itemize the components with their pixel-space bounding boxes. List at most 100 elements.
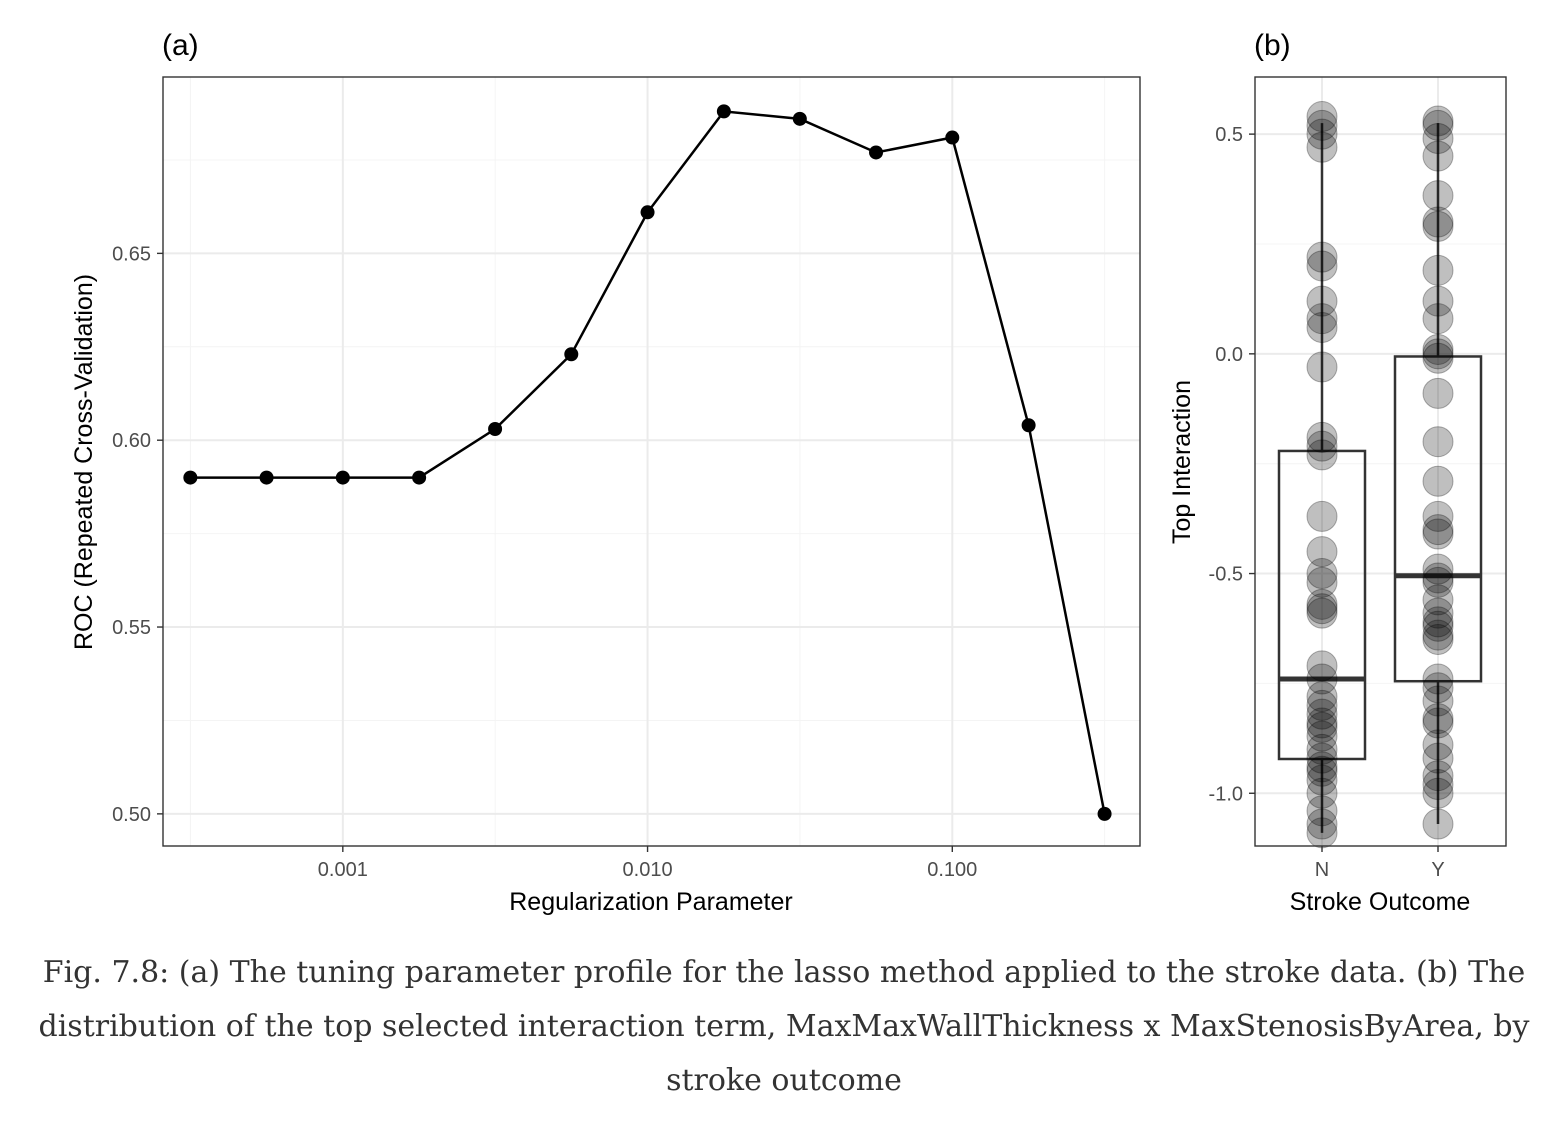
data-point bbox=[1306, 311, 1338, 343]
data-point bbox=[1306, 421, 1338, 453]
data-point bbox=[1306, 733, 1338, 765]
data-point bbox=[1306, 707, 1338, 739]
data-point bbox=[1306, 777, 1338, 809]
data-point bbox=[1306, 742, 1338, 774]
roc-point bbox=[183, 470, 198, 485]
data-point bbox=[1422, 140, 1454, 172]
roc-point bbox=[945, 130, 960, 145]
data-point bbox=[1422, 760, 1454, 792]
data-point bbox=[1422, 303, 1454, 335]
roc-point bbox=[335, 470, 350, 485]
x-tick-label: 0.001 bbox=[318, 859, 368, 881]
data-point bbox=[1422, 685, 1454, 717]
panel-a-x-ticks: 0.001 0.010 0.100 bbox=[318, 846, 977, 881]
data-point bbox=[1306, 711, 1338, 743]
data-point bbox=[1422, 768, 1454, 800]
y-tick-label: 0.50 bbox=[112, 804, 151, 826]
roc-point bbox=[488, 421, 503, 436]
roc-point bbox=[869, 145, 884, 160]
roc-point bbox=[716, 104, 731, 119]
data-point bbox=[1422, 105, 1454, 137]
roc-point bbox=[1021, 418, 1036, 433]
y-tick-label: 0.5 bbox=[1215, 124, 1243, 146]
x-tick-label: Y bbox=[1431, 859, 1444, 881]
y-tick-label: 0.65 bbox=[112, 243, 151, 265]
data-point bbox=[1306, 303, 1338, 335]
data-point bbox=[1422, 742, 1454, 774]
panel-b-points bbox=[1306, 101, 1454, 849]
data-point bbox=[1422, 377, 1454, 409]
roc-point bbox=[412, 470, 427, 485]
data-point bbox=[1422, 285, 1454, 317]
data-point bbox=[1422, 333, 1454, 365]
panel-b-background bbox=[1255, 77, 1506, 846]
y-tick-label: 0.55 bbox=[112, 617, 151, 639]
data-point bbox=[1422, 180, 1454, 212]
data-point bbox=[1306, 566, 1338, 598]
data-point bbox=[1422, 514, 1454, 546]
roc-point bbox=[259, 470, 274, 485]
panel-a-series bbox=[183, 104, 1112, 821]
data-point bbox=[1306, 118, 1338, 150]
data-point bbox=[1422, 777, 1454, 809]
data-point bbox=[1306, 720, 1338, 752]
data-point bbox=[1422, 562, 1454, 594]
y-tick-label: -1.0 bbox=[1209, 783, 1243, 805]
panel-b-y-axis-title: Top Interaction bbox=[1168, 380, 1196, 544]
x-tick-label: 0.010 bbox=[623, 859, 673, 881]
figure-canvas: (a) 0.001 0.010 0.100 0.50 0.55 0.60 0.65 Reg… bbox=[70, 29, 1507, 916]
data-point bbox=[1422, 597, 1454, 629]
data-point bbox=[1422, 606, 1454, 638]
panel-a-background bbox=[163, 77, 1140, 846]
data-point bbox=[1422, 123, 1454, 155]
data-point bbox=[1306, 663, 1338, 695]
data-point bbox=[1422, 663, 1454, 695]
data-point bbox=[1306, 755, 1338, 787]
data-point bbox=[1422, 426, 1454, 458]
data-point bbox=[1422, 206, 1454, 238]
roc-point bbox=[792, 111, 807, 126]
data-point bbox=[1306, 751, 1338, 783]
data-point bbox=[1422, 254, 1454, 286]
data-point bbox=[1422, 210, 1454, 242]
y-tick-label: 0.0 bbox=[1215, 344, 1243, 366]
data-point bbox=[1306, 764, 1338, 796]
data-point bbox=[1306, 109, 1338, 141]
data-point bbox=[1306, 808, 1338, 840]
data-point bbox=[1306, 597, 1338, 629]
y-tick-label: 0.60 bbox=[112, 430, 151, 452]
data-point bbox=[1306, 558, 1338, 590]
panel-a-y-ticks: 0.50 0.55 0.60 0.65 bbox=[112, 243, 163, 826]
data-point bbox=[1422, 672, 1454, 704]
data-point bbox=[1306, 250, 1338, 282]
panel-a: (a) 0.001 0.010 0.100 0.50 0.55 0.60 0.65 Reg… bbox=[70, 29, 1141, 916]
data-point bbox=[1306, 795, 1338, 827]
data-point bbox=[1306, 593, 1338, 625]
panel-b-border bbox=[1254, 76, 1507, 847]
x-tick-label: 0.100 bbox=[927, 859, 977, 881]
x-tick-label: N bbox=[1315, 859, 1329, 881]
box-iqr bbox=[1277, 449, 1367, 761]
panel-a-x-axis-title: Regularization Parameter bbox=[509, 888, 792, 916]
panel-b-y-ticks: -1.0 -0.5 0.0 0.5 bbox=[1209, 124, 1255, 805]
data-point bbox=[1422, 619, 1454, 651]
data-point bbox=[1422, 584, 1454, 616]
data-point bbox=[1422, 703, 1454, 735]
panel-b-label: (b) bbox=[1254, 29, 1291, 62]
data-point bbox=[1306, 650, 1338, 682]
data-point bbox=[1306, 351, 1338, 383]
data-point bbox=[1306, 101, 1338, 133]
data-point bbox=[1306, 698, 1338, 730]
figure-caption: Fig. 7.8: (a) The tuning parameter profi… bbox=[38, 955, 1530, 1098]
panel-a-border bbox=[162, 76, 1141, 847]
data-point bbox=[1306, 681, 1338, 713]
panel-a-y-axis-title: ROC (Repeated Cross-Validation) bbox=[70, 274, 98, 650]
data-point bbox=[1306, 131, 1338, 163]
data-point bbox=[1422, 566, 1454, 598]
roc-point bbox=[1097, 806, 1112, 821]
box-iqr bbox=[1393, 355, 1483, 683]
panel-a-label: (a) bbox=[162, 29, 199, 62]
data-point bbox=[1422, 729, 1454, 761]
